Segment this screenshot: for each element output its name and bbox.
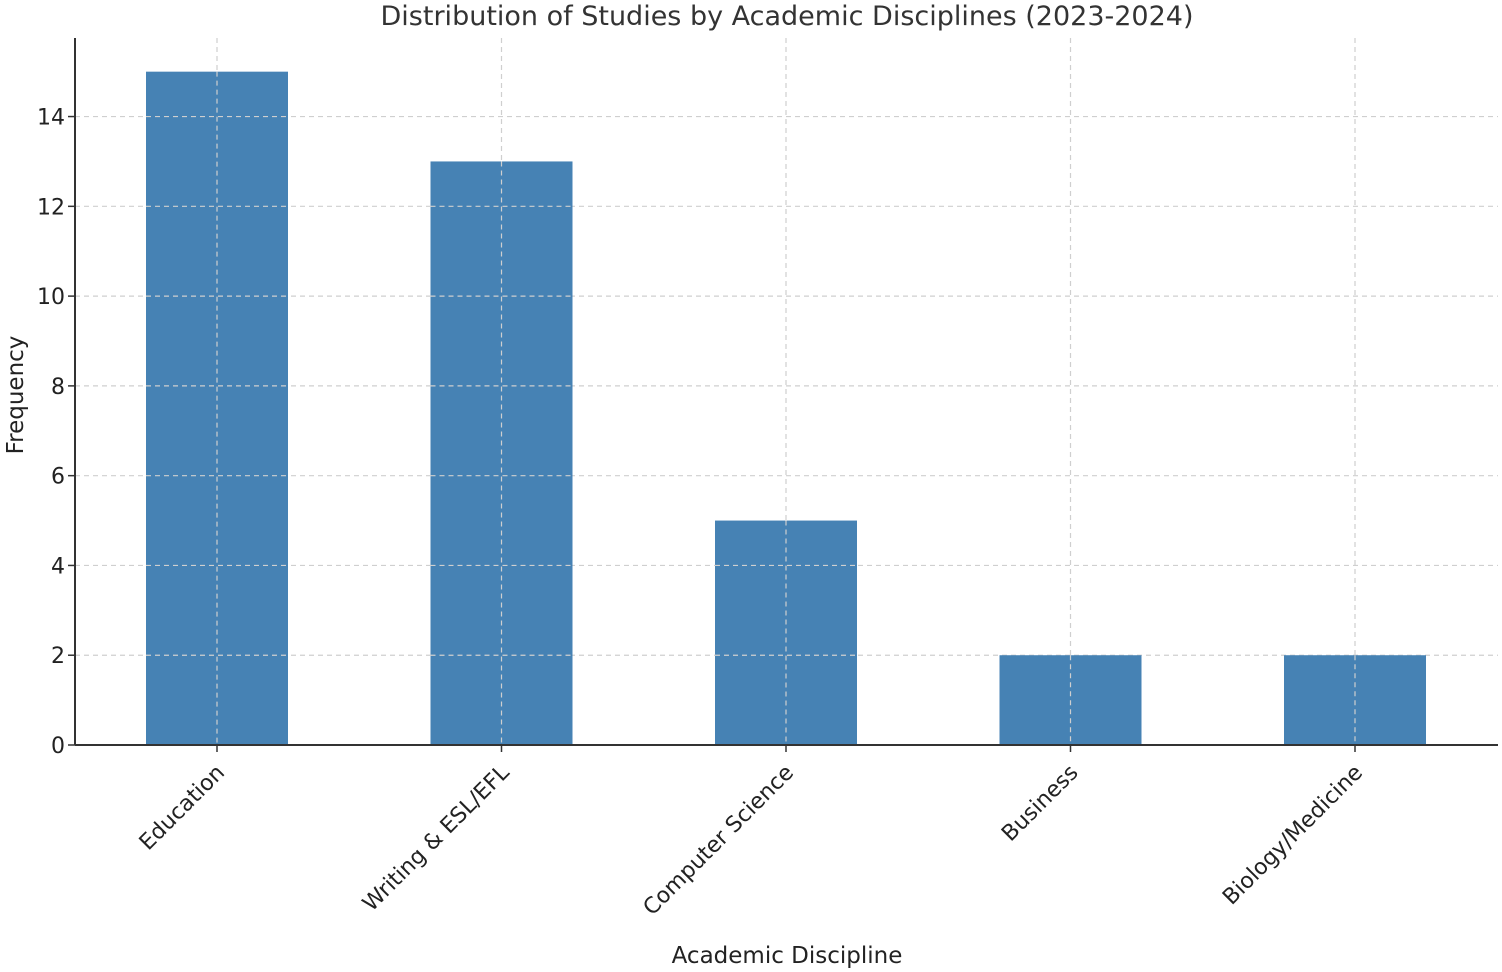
y-tick-labels: 0 2 4 6 8 10 12 14 bbox=[37, 106, 65, 759]
y-tick-label: 0 bbox=[51, 734, 65, 759]
x-tick-label: Computer Science bbox=[639, 760, 799, 920]
chart-title: Distribution of Studies by Academic Disc… bbox=[381, 1, 1194, 32]
y-tick-label: 14 bbox=[37, 106, 65, 131]
y-tick-label: 10 bbox=[37, 285, 65, 310]
x-tick-label: Biology/Medicine bbox=[1218, 760, 1368, 910]
y-tick-label: 12 bbox=[37, 195, 65, 220]
y-tick-label: 2 bbox=[51, 644, 65, 669]
x-axis-label: Academic Discipline bbox=[672, 943, 903, 969]
x-tick-label: Education bbox=[135, 760, 230, 855]
x-tick-label: Business bbox=[997, 760, 1083, 846]
axes bbox=[68, 38, 1498, 752]
x-tick-labels: Education Writing & ESL/EFL Computer Scien… bbox=[135, 760, 1368, 921]
y-tick-label: 8 bbox=[51, 375, 65, 400]
bars-group bbox=[146, 71, 1426, 745]
y-axis-label: Frequency bbox=[3, 336, 29, 455]
y-tick-label: 6 bbox=[51, 465, 65, 490]
x-tick-label: Writing & ESL/EFL bbox=[358, 760, 515, 917]
y-tick-label: 4 bbox=[51, 554, 65, 579]
